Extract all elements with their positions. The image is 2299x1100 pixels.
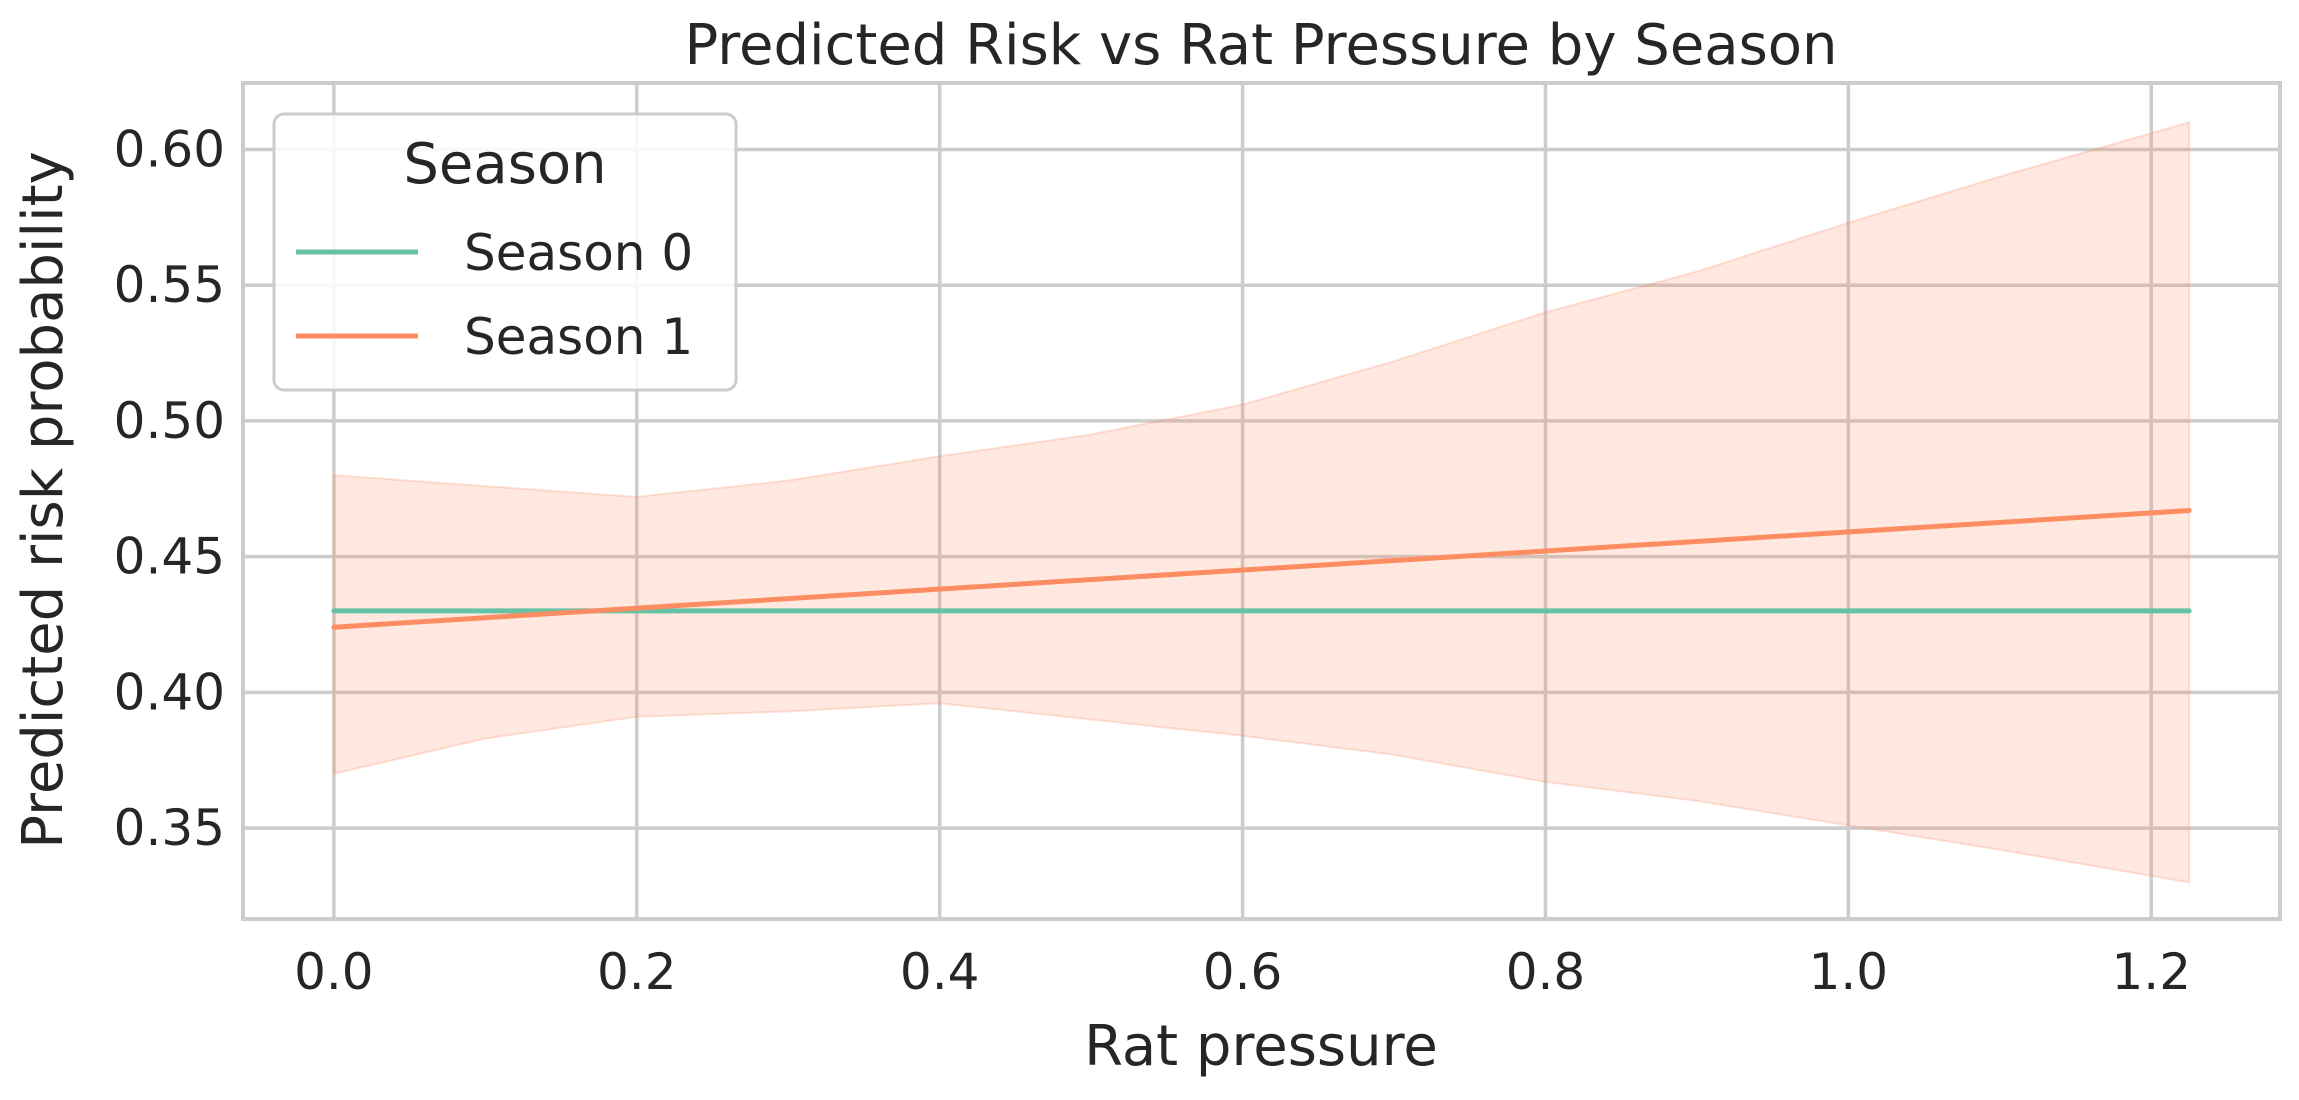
legend: Season Season 0 Season 1 xyxy=(272,112,738,392)
x-tick-label: 1.2 xyxy=(2112,943,2192,1001)
x-tick-labels: 0.0 0.2 0.4 0.6 0.8 1.0 1.2 xyxy=(294,943,2191,1001)
y-tick-label: 0.45 xyxy=(114,528,225,586)
legend-label: Season 0 xyxy=(464,224,693,282)
x-tick-label: 0.0 xyxy=(294,943,374,1001)
series-line-season-1 xyxy=(331,508,2192,630)
x-tick-label: 1.0 xyxy=(1809,943,1889,1001)
y-tick-label: 0.35 xyxy=(114,799,225,857)
y-tick-labels: 0.35 0.40 0.45 0.50 0.55 0.60 xyxy=(114,121,225,858)
legend-title: Season xyxy=(403,132,606,197)
y-tick-label: 0.60 xyxy=(114,121,225,179)
y-tick-label: 0.50 xyxy=(114,392,225,450)
x-tick-label: 0.2 xyxy=(597,943,677,1001)
chart-title: Predicted Risk vs Rat Pressure by Season xyxy=(684,13,1837,78)
y-tick-label: 0.40 xyxy=(114,663,225,721)
legend-items: Season 0 Season 1 xyxy=(296,224,693,366)
y-tick-label: 0.55 xyxy=(114,256,225,314)
y-axis-label: Predicted risk probability xyxy=(11,151,76,848)
x-tick-label: 0.4 xyxy=(900,943,980,1001)
confidence-bands xyxy=(332,121,2191,884)
plot-frame xyxy=(241,81,2282,921)
confidence-band-season-1 xyxy=(332,121,2191,884)
x-tick-label: 0.8 xyxy=(1506,943,1586,1001)
x-tick-label: 0.6 xyxy=(1203,943,1283,1001)
series-lines xyxy=(331,508,2192,630)
legend-label: Season 1 xyxy=(464,308,693,366)
x-axis-label: Rat pressure xyxy=(1084,1014,1438,1079)
legend-box xyxy=(272,112,738,392)
